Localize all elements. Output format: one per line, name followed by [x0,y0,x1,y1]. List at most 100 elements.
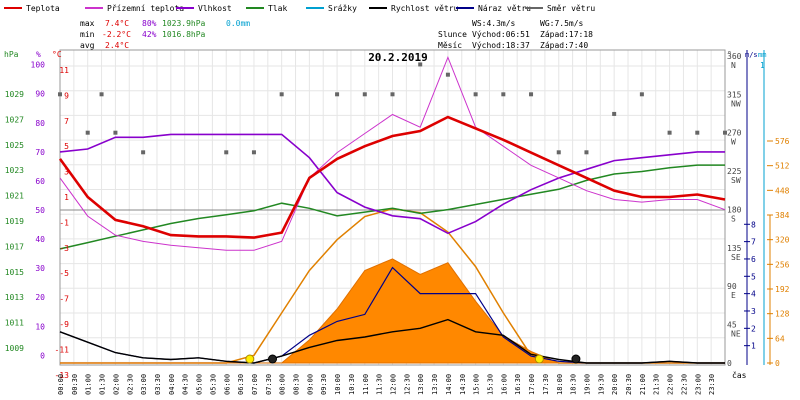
wind-direction-point [113,130,118,135]
time-tick: 20:00 [611,374,619,395]
wind-direction-point [639,92,644,97]
time-tick: 18:30 [570,374,578,395]
legend-label: Srážky [328,4,357,13]
plot-frame [59,49,726,366]
moonrise-info: Východ:18:37 [472,41,530,50]
rad-tick: 256 [775,260,790,269]
rad-tick: 0 [775,359,780,368]
temp-tick: -3 [59,244,69,253]
direction-tick: W [731,138,736,147]
wind-gust-info: WG:7.5m/s [540,19,584,28]
stats-min-hum: 42% [142,30,157,39]
time-tick: 03:30 [154,374,162,395]
direction-tick: NE [731,330,741,339]
rad-tick: 64 [775,334,785,343]
time-tick: 10:00 [334,374,342,395]
hpa-tick: 1013 [5,293,24,302]
wind-direction-point [335,92,340,97]
wind-speed-info: WS:4.3m/s [472,19,516,28]
pct-tick: 10 [35,322,45,331]
temp-tick: 5 [64,142,69,151]
ms-tick: 7 [751,238,756,247]
stats-avg-label: avg [80,41,95,50]
time-tick: 02:00 [112,374,120,395]
legend-label: Teplota [26,4,60,13]
deg-axis-label: ° [727,50,732,59]
time-tick: 20:30 [625,374,633,395]
ms-tick: 2 [751,324,756,333]
hpa-tick: 1027 [5,115,24,124]
wind-direction-point [418,62,423,67]
wind-direction-point [667,130,672,135]
direction-tick: N [731,61,736,70]
time-tick: 08:30 [293,374,301,395]
rad-tick: 128 [775,310,790,319]
wind-direction-point [473,92,478,97]
temp-tick: -11 [55,345,70,354]
rad-tick: 192 [775,285,790,294]
wind-direction-point [723,130,727,135]
rad-tick: 320 [775,236,790,245]
temp-axis-label: °C [52,50,62,59]
time-tick: 00:00 [57,374,65,395]
deg-tick: 360 [727,52,742,61]
wind-direction-point [141,150,146,155]
time-tick: 08:00 [279,374,287,395]
rad-tick: 448 [775,186,790,195]
temp-tick: 7 [64,117,69,126]
ms-tick: 5 [751,272,756,281]
time-tick: 15:30 [486,374,494,395]
time-tick: 04:30 [182,374,190,395]
deg-tick: 135 [727,244,742,253]
time-tick: 05:30 [209,374,217,395]
moonrise-marker [571,354,581,364]
time-tick: 06:00 [223,374,231,395]
stats-min-label: min [80,30,95,39]
wind-direction-point [445,72,450,77]
temp-tick: -5 [59,269,69,278]
pct-tick: 40 [35,235,45,244]
stats-min-temp: -2.2°C [102,30,131,39]
sunset-info: Západ:17:18 [540,30,593,39]
wind-direction-point [362,92,367,97]
deg-tick: 90 [727,282,737,291]
time-tick: 01:00 [85,374,93,395]
pct-axis-label: % [36,50,41,59]
time-tick: 17:30 [542,374,550,395]
pct-tick: 60 [35,177,45,186]
time-tick: 00:30 [71,374,79,395]
time-tick: 18:00 [556,374,564,395]
time-tick: 09:30 [320,374,328,395]
temperature-line [58,115,726,239]
time-tick: 12:00 [390,374,398,395]
time-tick: 13:30 [431,374,439,395]
stats-max-press: 1023.9hPa [162,19,206,28]
time-tick: 13:00 [417,374,425,395]
time-tick: 09:00 [306,374,314,395]
time-tick: 19:00 [583,374,591,395]
temp-tick: -1 [59,218,69,227]
legend-label: Náraz větru [478,4,531,13]
deg-tick: 0 [727,359,732,368]
mm-tick: 1 [760,61,765,70]
temp-tick: 3 [64,168,69,177]
pct-tick: 0 [40,351,45,360]
time-tick: 06:30 [237,374,245,395]
legend-label: Vlhkost [198,4,232,13]
wind-direction-point [556,150,561,155]
humidity-line [59,133,725,235]
pct-tick: 90 [35,90,45,99]
time-tick: 10:30 [348,374,356,395]
time-tick: 23:00 [694,374,702,395]
legend-label: Přízemní teplota [107,4,184,13]
time-tick: 07:30 [265,374,273,395]
hpa-tick: 1015 [5,268,24,277]
deg-tick: 180 [727,205,742,214]
time-tick: 15:00 [473,374,481,395]
moonset-marker [268,354,278,364]
time-tick: 11:00 [362,374,370,395]
moonset-info: Západ:7:40 [540,41,588,50]
time-tick: 12:30 [403,374,411,395]
direction-tick: SW [731,176,741,185]
pct-tick: 70 [35,148,45,157]
